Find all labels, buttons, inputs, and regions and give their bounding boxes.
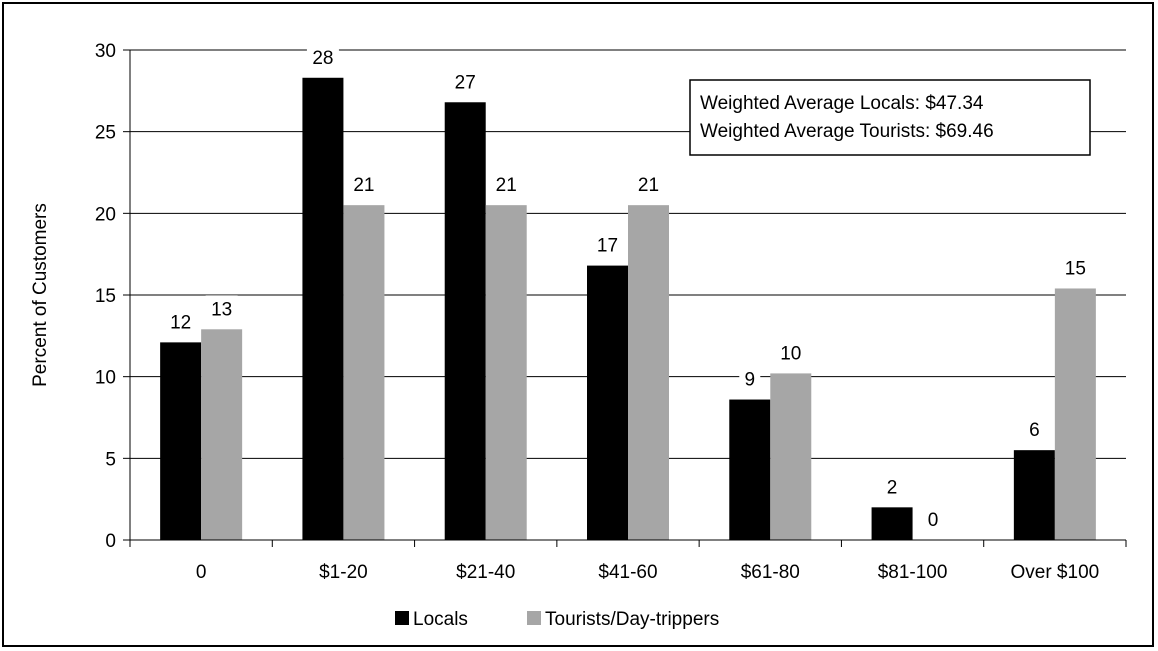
annotation-line-tourists: Weighted Average Tourists: $69.46 [700, 121, 994, 142]
data-label-tourists: 21 [496, 175, 517, 196]
annotation-box: Weighted Average Locals: $47.34 Weighted… [689, 79, 1091, 156]
data-label-locals: 17 [597, 236, 618, 257]
legend-swatch-locals [395, 611, 409, 625]
data-label-bg [449, 68, 482, 95]
bar-locals [444, 102, 486, 541]
data-label-locals: 28 [312, 48, 333, 69]
data-label-bg [632, 171, 665, 198]
data-label-tourists: 21 [638, 175, 659, 196]
data-label-bg [306, 43, 339, 70]
legend-label-locals: Locals [413, 609, 468, 630]
data-label-bg [347, 171, 380, 198]
x-tick-label: $81-100 [878, 562, 948, 583]
data-label-tourists: 21 [353, 175, 374, 196]
bar-tourists [343, 205, 385, 540]
bar-locals [302, 77, 344, 541]
data-label-bg [881, 473, 903, 500]
data-label-tourists: 0 [928, 510, 939, 531]
data-label-locals: 9 [744, 370, 755, 391]
data-label-tourists: 13 [211, 299, 232, 320]
bar-tourists [485, 205, 527, 540]
y-axis-label: Percent of Customers [30, 203, 51, 387]
data-label-bg [739, 365, 761, 392]
annotation-line-locals: Weighted Average Locals: $47.34 [700, 93, 984, 114]
data-label-bg [1023, 416, 1045, 443]
bar-locals [160, 342, 202, 540]
bar-tourists [770, 373, 812, 540]
data-label-bg [922, 506, 944, 532]
data-label-bg [490, 171, 523, 198]
y-tick-label: 20 [95, 204, 116, 225]
bar-tourists [201, 329, 243, 540]
bars-group [160, 77, 1096, 541]
data-label-bg [774, 339, 807, 366]
data-label-bg [591, 231, 624, 258]
x-tick-label: $1-20 [319, 562, 368, 583]
x-tick-label: Over $100 [1010, 562, 1099, 583]
x-tick-label: 0 [196, 562, 207, 583]
bar-tourists [628, 205, 669, 540]
data-labels-group: 12 28 27 17 9 2 6 13 21 21 21 10 0 15 [164, 43, 1092, 532]
bar-locals [587, 265, 628, 540]
y-tick-label: 30 [95, 41, 116, 62]
data-label-bg [1059, 254, 1092, 281]
data-label-bg [164, 308, 197, 335]
bar-locals [729, 399, 771, 540]
y-tick-label: 5 [105, 449, 116, 470]
data-label-locals: 6 [1029, 420, 1040, 441]
bar-locals [871, 507, 913, 540]
bar-locals [1013, 450, 1055, 540]
y-tick-label: 25 [95, 123, 116, 144]
y-tick-label: 15 [95, 286, 116, 307]
legend: Locals Tourists/Day-trippers [395, 609, 719, 630]
gridlines [130, 49, 1126, 459]
data-label-locals: 2 [887, 477, 898, 498]
data-label-tourists: 15 [1065, 258, 1086, 279]
legend-swatch-tourists [527, 611, 541, 625]
data-label-bg [205, 295, 238, 322]
data-label-locals: 27 [455, 72, 476, 93]
x-tick-label: $41-60 [598, 562, 657, 583]
x-tick-label: $61-80 [741, 562, 800, 583]
bar-tourists [1054, 288, 1096, 540]
legend-label-tourists: Tourists/Day-trippers [545, 609, 719, 630]
y-tick-label: 10 [95, 368, 116, 389]
data-label-locals: 12 [170, 312, 191, 333]
data-label-tourists: 10 [780, 343, 801, 364]
x-tick-label: $21-40 [456, 562, 515, 583]
y-tick-label: 0 [105, 531, 116, 552]
